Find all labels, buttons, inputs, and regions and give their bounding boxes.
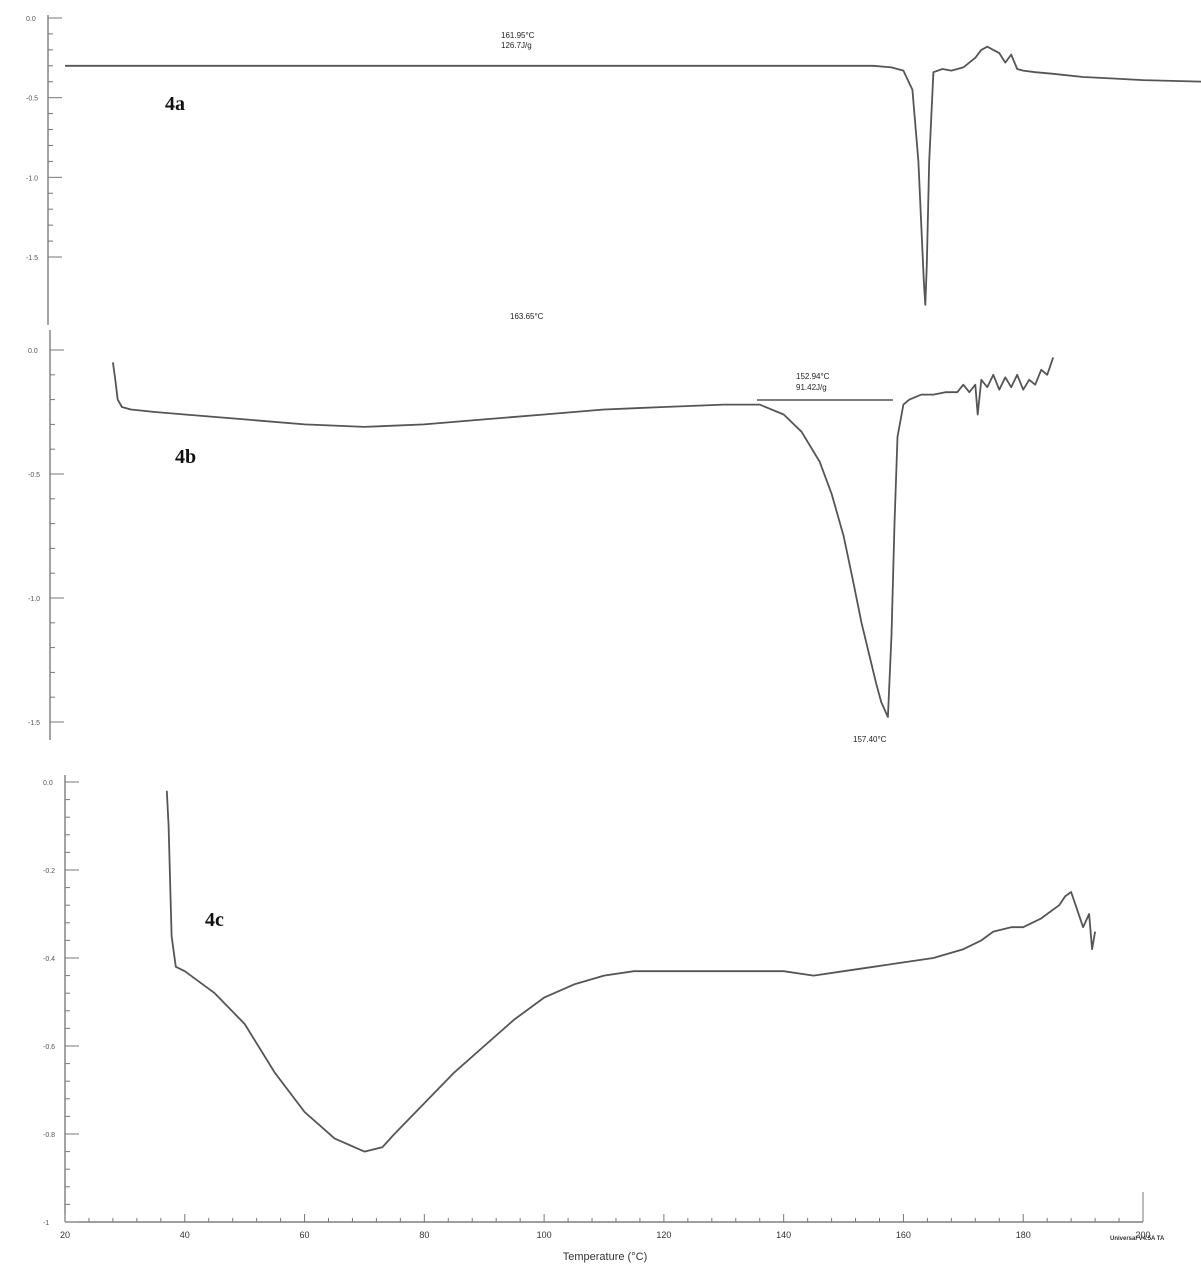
onset-annotation-4a: 161.95°C xyxy=(501,31,535,40)
y-tick-label: -0.5 xyxy=(26,96,38,103)
y-tick-label: -1.5 xyxy=(26,255,38,262)
y-tick-label: 0.0 xyxy=(43,780,53,787)
y-tick-label: 0.0 xyxy=(26,16,36,23)
x-tick-label: 180 xyxy=(1016,1230,1031,1240)
y-tick-label: -1.0 xyxy=(26,175,38,182)
y-tick-label: -0.4 xyxy=(43,956,55,963)
onset-annotation-4b: 152.94°C xyxy=(796,372,830,381)
panel-4a: 0.0 -0.5 -1.0 -1.5 4a 161.95°C 126.7J/g 163… xyxy=(26,15,1201,325)
y-ticks-4a: 0.0 -0.5 -1.0 -1.5 xyxy=(26,16,62,262)
y-tick-label: -0.5 xyxy=(28,472,40,479)
thermogram-curve-4a xyxy=(65,45,1201,306)
x-tick-label: 40 xyxy=(180,1230,190,1240)
x-tick-label: 120 xyxy=(656,1230,671,1240)
x-ticks: 20 40 60 80 100 120 140 160 180 200 xyxy=(60,1192,1151,1240)
enthalpy-annotation-4a: 126.7J/g xyxy=(501,41,532,50)
y-tick-label: -1.0 xyxy=(28,596,40,603)
peak-annotation-4a: 163.65°C xyxy=(510,312,544,321)
x-tick-label: 160 xyxy=(896,1230,911,1240)
panel-label-4b: 4b xyxy=(175,446,196,468)
footer-note: Universal V4.5A TA xyxy=(1110,1236,1165,1242)
y-tick-label: -0.2 xyxy=(43,868,55,875)
panel-label-4a: 4a xyxy=(165,93,185,115)
panel-4b: 0.0 -0.5 -1.0 -1.5 4b 152.94°C 91.42J/g 157… xyxy=(28,330,1055,744)
y-ticks-4c: 0.0 -0.2 -0.4 -0.6 -0.8 -1 xyxy=(43,780,79,1227)
y-tick-label: 0.0 xyxy=(28,348,38,355)
thermogram-curve-4c xyxy=(165,790,1096,1153)
y-tick-label: -1 xyxy=(43,1220,49,1227)
x-tick-label: 200 xyxy=(1135,1230,1150,1240)
y-tick-label: -0.8 xyxy=(43,1132,55,1139)
enthalpy-annotation-4b: 91.42J/g xyxy=(796,383,827,392)
x-tick-label: 80 xyxy=(419,1230,429,1240)
x-tick-label: 140 xyxy=(776,1230,791,1240)
thermogram-curve-4b xyxy=(112,357,1055,718)
panel-4c: 0.0 -0.2 -0.4 -0.6 -0.8 -1 20 40 60 80 100 120 140 1… xyxy=(43,775,1165,1263)
x-tick-label: 100 xyxy=(537,1230,552,1240)
x-axis-title: Temperature (°C) xyxy=(563,1251,647,1263)
y-tick-label: -1.5 xyxy=(28,720,40,727)
x-tick-label: 60 xyxy=(300,1230,310,1240)
y-ticks-4b: 0.0 -0.5 -1.0 -1.5 xyxy=(28,348,64,727)
peak-annotation-4b: 157.40°C xyxy=(853,735,887,744)
y-tick-label: -0.6 xyxy=(43,1044,55,1051)
x-tick-label: 20 xyxy=(60,1230,70,1240)
panel-label-4c: 4c xyxy=(205,909,224,931)
